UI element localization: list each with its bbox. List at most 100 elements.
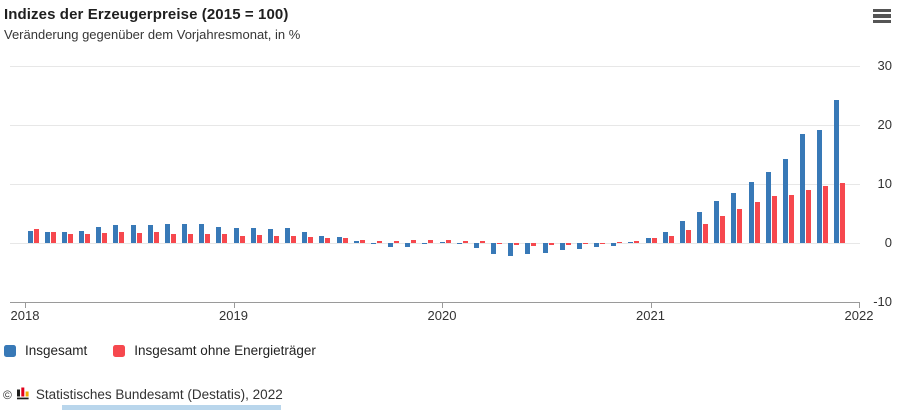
bar-ohne-energietraeger-2019-04 xyxy=(291,235,297,243)
x-axis-label-2018: 2018 xyxy=(10,308,40,323)
y-axis-label--10: -10 xyxy=(873,294,892,309)
bar-insgesamt-2019-11 xyxy=(405,243,411,248)
bar-ohne-energietraeger-2018-06 xyxy=(119,232,125,243)
bar-ohne-energietraeger-2018-07 xyxy=(136,232,142,243)
bar-insgesamt-2019-01 xyxy=(233,227,239,243)
bar-insgesamt-2019-02 xyxy=(250,227,256,243)
x-axis-tick-2020 xyxy=(442,302,443,308)
bar-insgesamt-2020-06 xyxy=(525,243,531,254)
bar-ohne-energietraeger-2021-05 xyxy=(720,215,726,243)
bar-insgesamt-2019-08 xyxy=(353,241,359,243)
bar-ohne-energietraeger-2020-02 xyxy=(462,240,468,243)
bar-ohne-energietraeger-2019-10 xyxy=(394,240,400,243)
bar-ohne-energietraeger-2021-09 xyxy=(788,194,794,243)
legend-label: Insgesamt ohne Energieträger xyxy=(134,343,316,358)
bar-insgesamt-2021-09 xyxy=(782,159,788,243)
bar-insgesamt-2018-06 xyxy=(113,225,119,243)
bar-insgesamt-2020-12 xyxy=(628,241,634,243)
bar-insgesamt-2020-01 xyxy=(439,241,445,243)
bar-ohne-energietraeger-2018-09 xyxy=(170,234,176,243)
bar-insgesamt-2021-03 xyxy=(679,221,685,243)
bar-insgesamt-2021-01 xyxy=(645,237,651,243)
bar-insgesamt-2020-03 xyxy=(473,243,479,248)
bar-insgesamt-2018-08 xyxy=(147,224,153,243)
bar-ohne-energietraeger-2020-01 xyxy=(445,240,451,243)
menu-bar xyxy=(873,19,891,23)
bar-insgesamt-2020-04 xyxy=(491,243,497,255)
bar-insgesamt-2018-11 xyxy=(199,223,205,243)
source-text: Statistisches Bundesamt (Destatis), 2022 xyxy=(35,387,283,402)
bar-insgesamt-2019-05 xyxy=(302,231,308,243)
legend-swatch-red xyxy=(113,344,126,357)
bar-ohne-energietraeger-2021-03 xyxy=(685,230,691,243)
bar-ohne-energietraeger-2019-12 xyxy=(428,240,434,243)
bar-ohne-energietraeger-2021-10 xyxy=(806,189,812,243)
source-line: © Statistisches Bundesamt (Destatis), 20… xyxy=(3,386,283,403)
x-axis-tick-2021 xyxy=(650,302,652,308)
bar-ohne-energietraeger-2020-04 xyxy=(497,243,503,245)
bar-ohne-energietraeger-2020-07 xyxy=(548,243,554,246)
menu-bar xyxy=(873,9,891,13)
legend-swatch-blue xyxy=(4,344,16,357)
menu-bar xyxy=(873,14,891,18)
bar-ohne-energietraeger-2019-08 xyxy=(359,240,365,243)
x-axis-label-2019: 2019 xyxy=(219,308,248,323)
y-axis-label-10: 10 xyxy=(877,176,892,191)
bar-insgesamt-2019-03 xyxy=(267,228,273,243)
bar-ohne-energietraeger-2021-11 xyxy=(823,186,829,243)
bar-ohne-energietraeger-2019-05 xyxy=(308,237,314,243)
bar-ohne-energietraeger-2019-03 xyxy=(273,235,279,243)
x-axis-line xyxy=(10,302,860,303)
bar-insgesamt-2020-08 xyxy=(559,243,565,251)
bar-ohne-energietraeger-2019-01 xyxy=(239,235,245,243)
bar-ohne-energietraeger-2021-12 xyxy=(840,182,846,243)
bar-insgesamt-2020-09 xyxy=(576,243,582,249)
bar-insgesamt-2021-04 xyxy=(697,212,703,243)
bar-ohne-energietraeger-2018-01 xyxy=(33,228,39,243)
hamburger-menu-icon[interactable] xyxy=(873,9,893,25)
bar-insgesamt-2020-11 xyxy=(611,243,617,246)
bar-ohne-energietraeger-2021-07 xyxy=(754,201,760,243)
bottom-scroll-strip[interactable] xyxy=(62,405,281,410)
bar-insgesamt-2018-09 xyxy=(164,224,170,243)
bar-ohne-energietraeger-2018-04 xyxy=(85,234,90,243)
bar-insgesamt-2021-10 xyxy=(800,134,806,243)
legend-label: Insgesamt xyxy=(25,343,88,358)
bar-ohne-energietraeger-2021-02 xyxy=(668,235,674,243)
y-axis-label-0: 0 xyxy=(884,235,892,250)
legend-item-ohne-energietraeger[interactable]: Insgesamt ohne Energieträger xyxy=(113,343,316,358)
bar-insgesamt-2018-01 xyxy=(27,230,33,243)
bar-ohne-energietraeger-2020-05 xyxy=(514,243,520,246)
bar-insgesamt-2019-12 xyxy=(422,243,428,245)
bar-insgesamt-2019-06 xyxy=(319,235,325,243)
bar-insgesamt-2021-05 xyxy=(714,200,720,243)
bar-ohne-energietraeger-2019-02 xyxy=(256,235,262,243)
bar-ohne-energietraeger-2020-10 xyxy=(600,243,606,244)
bar-insgesamt-2019-07 xyxy=(336,236,342,243)
legend-item-insgesamt[interactable]: Insgesamt xyxy=(4,343,87,358)
x-axis-label-2020: 2020 xyxy=(427,308,457,323)
bar-insgesamt-2019-09 xyxy=(370,243,376,244)
y-axis-label-30: 30 xyxy=(877,58,892,73)
bar-ohne-energietraeger-2018-03 xyxy=(67,234,73,243)
chart-legend: Insgesamt Insgesamt ohne Energieträger xyxy=(4,343,316,358)
bar-ohne-energietraeger-2021-06 xyxy=(737,209,743,243)
bar-insgesamt-2018-05 xyxy=(96,227,102,243)
bar-ohne-energietraeger-2018-05 xyxy=(102,232,108,243)
y-axis-label-20: 20 xyxy=(877,117,892,132)
bar-insgesamt-2020-10 xyxy=(594,243,600,248)
bar-ohne-energietraeger-2018-12 xyxy=(222,233,228,243)
bar-ohne-energietraeger-2019-09 xyxy=(376,240,382,243)
bar-insgesamt-2021-02 xyxy=(662,231,668,243)
x-axis-label-2021: 2021 xyxy=(636,308,665,323)
destatis-logo-icon xyxy=(16,386,30,403)
bar-ohne-energietraeger-2018-08 xyxy=(153,232,159,243)
bar-insgesamt-2018-03 xyxy=(61,231,67,243)
bar-ohne-energietraeger-2020-09 xyxy=(582,243,588,245)
chart-title: Indizes der Erzeugerpreise (2015 = 100) xyxy=(4,6,289,23)
bar-ohne-energietraeger-2018-11 xyxy=(205,234,211,243)
gridline-y-0 xyxy=(10,243,860,244)
bar-insgesamt-2018-10 xyxy=(182,223,188,243)
